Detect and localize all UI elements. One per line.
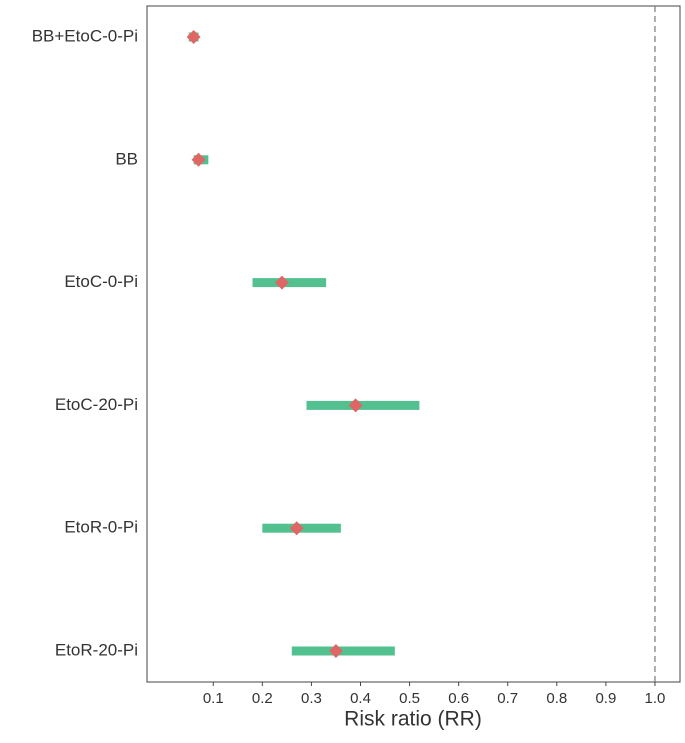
point-estimate	[186, 30, 201, 44]
point-estimate	[191, 152, 206, 167]
y-tick-label: BB+EtoC-0-Pi	[32, 26, 138, 45]
y-tick-label: EtoC-20-Pi	[55, 395, 138, 414]
x-tick-label: 0.1	[203, 690, 224, 707]
y-tick-label: EtoR-0-Pi	[64, 518, 138, 537]
point-estimate	[274, 275, 289, 290]
plot-frame	[146, 5, 681, 683]
ci-bar	[252, 278, 327, 288]
x-axis-label: Risk ratio (RR)	[344, 708, 482, 731]
y-tick-label: EtoC-0-Pi	[64, 272, 138, 291]
x-tick-label: 0.8	[546, 690, 567, 707]
x-tick-label: 0.7	[497, 690, 518, 707]
x-tick-label: 0.2	[252, 690, 273, 707]
x-tick-label: 1.0	[645, 690, 666, 707]
y-tick-label: BB	[115, 149, 138, 168]
point-estimate	[328, 644, 343, 658]
x-tick-label: 0.6	[448, 690, 469, 707]
point-estimate	[348, 398, 363, 413]
x-tick-label: 0.5	[399, 690, 420, 707]
x-tick-label: 0.4	[350, 690, 371, 707]
y-tick-label: EtoR-20-Pi	[55, 640, 138, 659]
x-tick-label: 0.3	[301, 690, 322, 707]
point-estimate	[289, 521, 304, 536]
ci-bar	[306, 400, 420, 410]
x-tick-label: 0.9	[595, 690, 616, 707]
ci-bar	[291, 646, 395, 656]
